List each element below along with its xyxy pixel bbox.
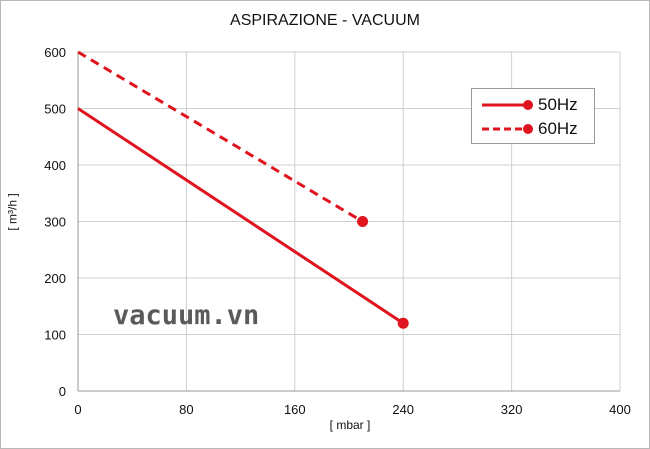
x-tick-label: 240 — [392, 402, 414, 417]
series-lines — [77, 50, 409, 329]
series-line-60hz — [77, 50, 364, 223]
y-tick-label: 0 — [59, 384, 66, 399]
watermark-text: vacuum.vn — [113, 300, 260, 331]
y-tick-label: 200 — [44, 271, 66, 286]
series-endpoint-60hz — [357, 216, 369, 227]
y-tick-label: 500 — [44, 102, 66, 117]
x-tick-label: 160 — [284, 402, 306, 417]
y-tick-label: 400 — [44, 158, 66, 173]
grid-lines — [77, 51, 621, 392]
chart-title: ASPIRAZIONE - VACUUM — [230, 12, 420, 29]
x-tick-label: 80 — [179, 402, 193, 417]
x-tick-label: 320 — [501, 402, 523, 417]
legend-label: 50Hz — [538, 95, 578, 114]
y-tick-label: 600 — [44, 45, 66, 60]
tick-labels: 0 100 200 300 400 500 600 0 80 160 240 320 400 — [44, 45, 631, 417]
legend-swatch-solid — [482, 100, 533, 110]
x-tick-label: 400 — [609, 402, 631, 417]
series-line-50hz — [77, 107, 405, 325]
legend-swatch-dashed — [482, 124, 533, 134]
y-tick-label: 100 — [44, 328, 66, 343]
legend: 50Hz 60Hz — [471, 88, 595, 144]
legend-label: 60Hz — [538, 119, 578, 138]
y-tick-label: 300 — [44, 215, 66, 230]
y-axis-label: [ m³/h ] — [5, 193, 20, 231]
legend-item-50hz: 50Hz — [472, 94, 594, 116]
legend-item-60hz: 60Hz — [472, 118, 594, 140]
x-tick-label: 0 — [74, 402, 81, 417]
series-endpoint-50hz — [397, 317, 409, 329]
x-axis-label: [ mbar ] — [329, 418, 371, 432]
